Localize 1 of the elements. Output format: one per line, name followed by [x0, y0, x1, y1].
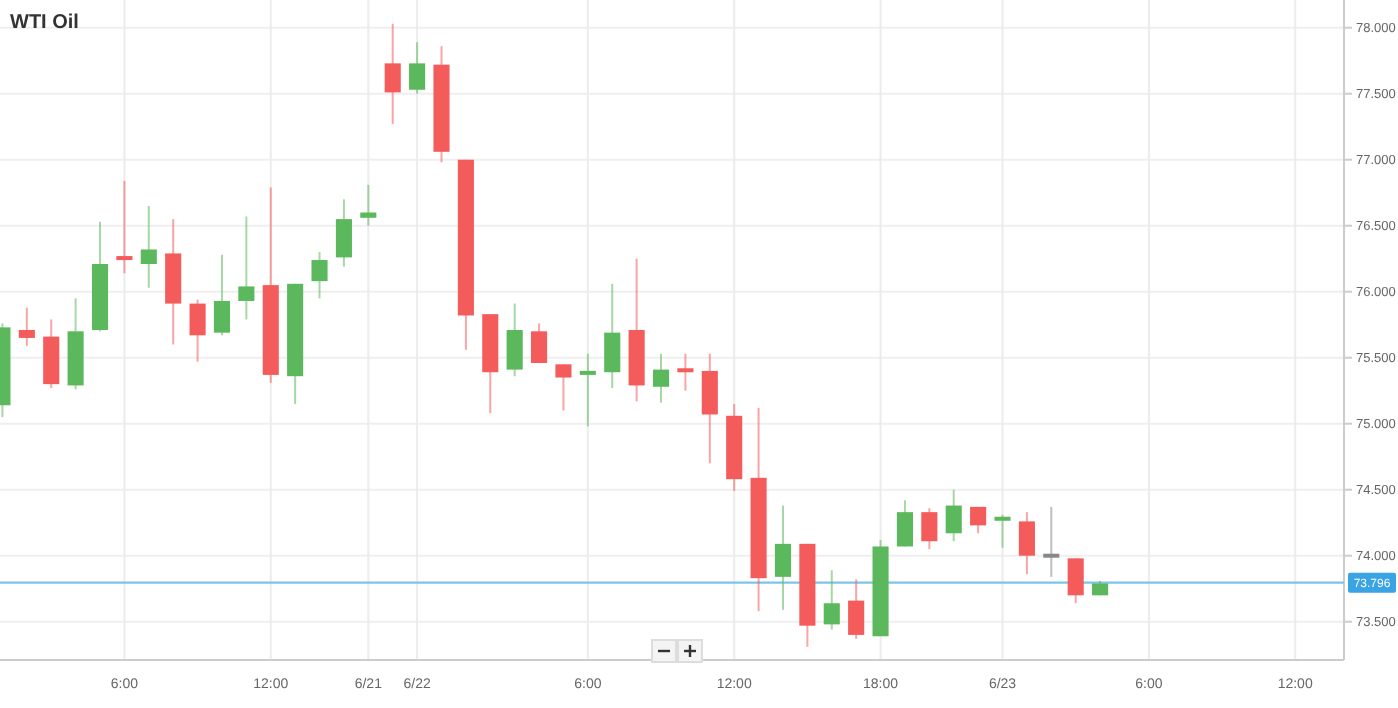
text: WTI Oil: [10, 12, 80, 34]
